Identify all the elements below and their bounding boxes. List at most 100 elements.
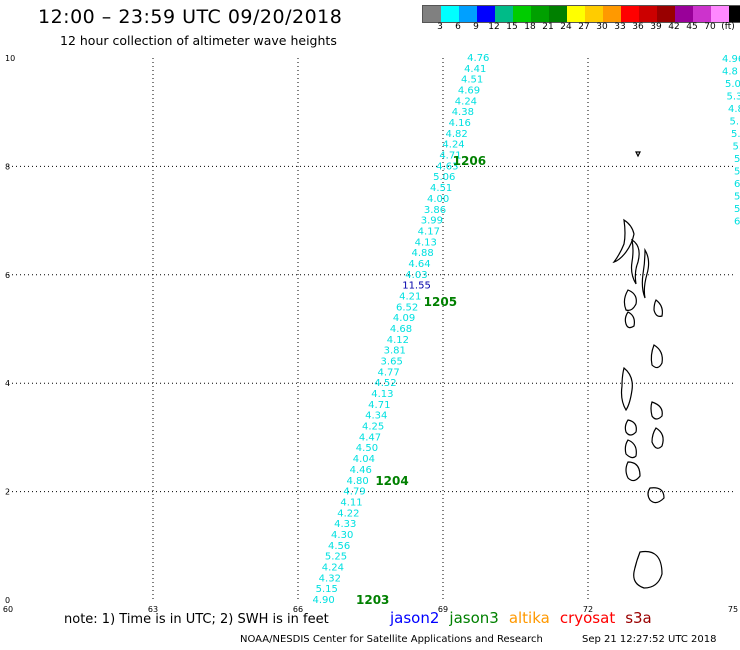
wave-height-value: 3.86 bbox=[424, 205, 446, 216]
legend-s3a: s3a bbox=[625, 609, 652, 627]
wave-height-value: 4.04 bbox=[353, 454, 375, 465]
wave-height-value: 4.52 bbox=[374, 378, 396, 389]
color-swatch bbox=[711, 6, 729, 22]
color-swatch bbox=[693, 6, 711, 22]
wave-height-value: 4.82 bbox=[446, 129, 468, 140]
color-swatch bbox=[477, 6, 495, 22]
y-tick-label: 8 bbox=[5, 162, 10, 171]
wave-height-value: 5. bbox=[731, 129, 740, 140]
wave-height-value: 4.17 bbox=[418, 226, 440, 237]
color-scale-labels: 3 6 9 12 15 18 21 24 27 30 33 36 39 42 45 70 (ft) bbox=[422, 22, 740, 34]
color-scale-label: 6 bbox=[455, 22, 461, 32]
x-tick-label: 66 bbox=[293, 605, 303, 614]
wave-height-value: 5. bbox=[734, 192, 740, 203]
pass-labels: 1203 1204 1205 1206 bbox=[356, 154, 486, 607]
wave-height-value: 4.63 bbox=[436, 161, 458, 172]
pass-label: 1204 bbox=[375, 474, 408, 488]
credit-line: NOAA/NESDIS Center for Satellite Applica… bbox=[240, 634, 543, 645]
legend-jason2: jason2 bbox=[390, 609, 440, 627]
pass-label: 1206 bbox=[453, 154, 486, 168]
wave-height-value: 4.96 bbox=[722, 54, 740, 65]
wave-height-value: 4.09 bbox=[393, 313, 415, 324]
map-grid bbox=[8, 58, 733, 600]
x-tick-label: 60 bbox=[3, 605, 13, 614]
y-tick-label: 6 bbox=[5, 271, 10, 280]
island-shape bbox=[653, 299, 663, 317]
wave-height-value: 4.25 bbox=[362, 422, 384, 433]
wave-height-value: 4.51 bbox=[461, 75, 483, 86]
color-scale-label: 36 bbox=[632, 22, 644, 32]
x-tick-label: 69 bbox=[438, 605, 448, 614]
color-swatch bbox=[585, 6, 603, 22]
wave-height-value: 4.24 bbox=[442, 140, 464, 151]
wave-height-value: 4.68 bbox=[390, 324, 412, 335]
island-shape bbox=[612, 218, 635, 264]
wave-height-value: 4.24 bbox=[322, 562, 344, 573]
altimeter-track: 4.905.154.324.245.254.564.304.334.224.11… bbox=[313, 53, 490, 606]
color-scale-label: 39 bbox=[650, 22, 662, 32]
color-swatch bbox=[603, 6, 621, 22]
satellite-legend: jason2 jason3 altika cryosat s3a bbox=[390, 609, 662, 627]
color-scale-label: 45 bbox=[686, 22, 698, 32]
wave-height-value: 5. bbox=[730, 117, 740, 128]
wave-height-value: 4.00 bbox=[427, 194, 449, 205]
color-swatch bbox=[729, 6, 740, 22]
wave-height-value: 4.71 bbox=[439, 151, 461, 162]
wave-height-value: 5. bbox=[733, 142, 740, 153]
color-swatch bbox=[441, 6, 459, 22]
page-title: 12:00 – 23:59 UTC 09/20/2018 bbox=[38, 6, 343, 28]
island-shape bbox=[623, 289, 637, 311]
wave-height-value: 4.50 bbox=[356, 443, 378, 454]
x-tick-label: 72 bbox=[583, 605, 593, 614]
wave-height-value: 4.80 bbox=[347, 476, 369, 487]
wave-height-value: 5. bbox=[734, 167, 740, 178]
color-scale-label: 33 bbox=[614, 22, 626, 32]
wave-height-value: 4.77 bbox=[377, 367, 399, 378]
y-tick-label: 0 bbox=[5, 596, 10, 605]
wave-height-value: 4.46 bbox=[350, 465, 372, 476]
wave-height-value: 4.13 bbox=[415, 237, 437, 248]
color-scale-label: 3 bbox=[437, 22, 443, 32]
color-swatch bbox=[567, 6, 585, 22]
color-swatch bbox=[549, 6, 567, 22]
island-outlines bbox=[612, 151, 665, 589]
altimeter-track-partial: 4.964.85.05.34.85.5.5.5.5.6.5.5.6. bbox=[722, 54, 740, 228]
color-swatch bbox=[639, 6, 657, 22]
wave-height-value: 4.8 bbox=[722, 67, 738, 78]
color-swatch bbox=[675, 6, 693, 22]
wave-height-value: 4.13 bbox=[371, 389, 393, 400]
footnote: note: 1) Time is in UTC; 2) SWH is in fe… bbox=[64, 612, 329, 627]
wave-height-value: 5.0 bbox=[725, 79, 740, 90]
wave-height-value: 3.65 bbox=[381, 357, 403, 368]
generated-timestamp: Sep 21 12:27:52 UTC 2018 bbox=[582, 634, 717, 645]
color-scale-bar bbox=[422, 5, 740, 23]
color-swatch bbox=[495, 6, 513, 22]
color-swatch bbox=[513, 6, 531, 22]
wave-height-value: 4.21 bbox=[399, 291, 421, 302]
color-scale-label: 15 bbox=[506, 22, 518, 32]
wave-height-value: 4.8 bbox=[728, 104, 740, 115]
pass-label: 1205 bbox=[424, 295, 457, 309]
wave-height-value: 5.25 bbox=[325, 552, 347, 563]
island-shape bbox=[630, 238, 640, 285]
color-swatch bbox=[531, 6, 549, 22]
page-subtitle: 12 hour collection of altimeter wave hei… bbox=[60, 33, 337, 48]
color-scale-label: 27 bbox=[578, 22, 590, 32]
wave-height-value: 4.03 bbox=[405, 270, 427, 281]
wave-height-value: 6. bbox=[734, 179, 740, 190]
color-scale-label: 30 bbox=[596, 22, 608, 32]
legend-cryosat: cryosat bbox=[559, 609, 616, 627]
island-shape bbox=[624, 419, 637, 436]
wave-height-value: 4.24 bbox=[455, 96, 477, 107]
island-shape bbox=[633, 550, 663, 589]
island-shape bbox=[635, 151, 641, 158]
color-scale-label: 9 bbox=[473, 22, 479, 32]
wave-height-value: 5.06 bbox=[433, 172, 455, 183]
wave-height-value: 5.3 bbox=[727, 92, 740, 103]
color-swatch bbox=[423, 6, 441, 22]
pass-label: 1203 bbox=[356, 593, 389, 607]
y-tick-label: 4 bbox=[5, 379, 10, 388]
color-swatch bbox=[459, 6, 477, 22]
wave-height-value: 3.81 bbox=[384, 346, 406, 357]
